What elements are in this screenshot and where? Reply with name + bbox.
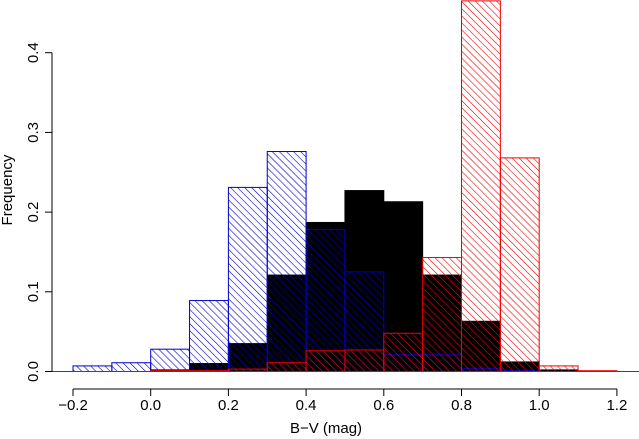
x-tick-label: 1.2 — [606, 397, 627, 414]
bar-red-4 — [305, 350, 346, 373]
x-tick-label: 1.0 — [529, 397, 550, 414]
bar-blue-4 — [227, 186, 268, 372]
bar-blue-5 — [266, 151, 307, 372]
bar-red-3 — [266, 362, 307, 373]
bar-red-6 — [383, 332, 424, 372]
bar-blue-6 — [305, 229, 346, 372]
y-tick-label: 0.2 — [25, 202, 42, 223]
x-tick-label: 0.2 — [218, 397, 239, 414]
bars-layer — [72, 0, 618, 373]
bar-red-5 — [344, 349, 385, 372]
bar-red-7 — [422, 257, 462, 372]
bar-red-9 — [499, 157, 540, 372]
y-tick-label: 0.1 — [25, 281, 42, 302]
x-tick-label: 0.6 — [373, 397, 394, 414]
axes-layer: −0.2 0.0 0.2 0.4 0.6 0.8 1.0 1.2 0.0 0.1 0.2 0.3 0.4 — [25, 42, 627, 414]
y-axis-label: Frequency — [0, 154, 16, 225]
x-tick-label: −0.2 — [58, 397, 88, 414]
y-tick-label: 0.4 — [25, 42, 42, 63]
bar-blue-0 — [72, 365, 113, 372]
bar-red-8 — [461, 0, 501, 373]
y-tick-label: 0.3 — [25, 122, 42, 143]
x-tick-label: 0.8 — [451, 397, 472, 414]
x-tick-label: 0.4 — [296, 397, 317, 414]
bar-blue-2 — [150, 348, 191, 372]
bar-blue-1 — [111, 362, 152, 373]
x-axis-label: B−V (mag) — [290, 420, 362, 437]
x-tick-label: 0.0 — [140, 397, 161, 414]
bar-red-10 — [538, 365, 579, 372]
series-blue — [72, 151, 540, 373]
bar-blue-3 — [189, 300, 229, 372]
y-tick-label: 0.0 — [25, 361, 42, 382]
